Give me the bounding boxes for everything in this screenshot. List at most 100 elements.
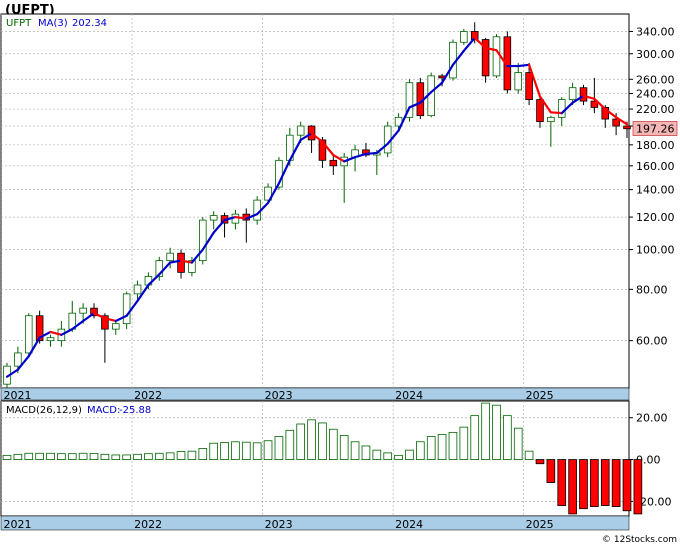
ma-line-segment xyxy=(147,273,161,287)
macd-bar xyxy=(89,453,99,460)
macd-bar xyxy=(154,452,164,460)
macd-x-tick-label: 2021 xyxy=(4,518,32,531)
price-y-tick-label: 160.00 xyxy=(636,160,675,173)
macd-bar xyxy=(416,441,425,460)
price-y-tick-label: 260.00 xyxy=(636,73,675,86)
candle-body xyxy=(155,260,164,277)
macd-legend-label: MACD(26,12,9) xyxy=(6,405,82,416)
ma-line-segment xyxy=(234,215,248,220)
macd-bar xyxy=(383,452,393,460)
ma-line-segment xyxy=(528,63,542,98)
macd-bar xyxy=(492,404,501,460)
ma-line-segment xyxy=(408,101,422,109)
ma-line-segment xyxy=(212,218,226,234)
macd-x-tick-label: 2023 xyxy=(265,518,293,531)
macd-bar xyxy=(100,453,110,460)
price-y-tick-label: 120.00 xyxy=(636,211,675,224)
macd-bar xyxy=(568,459,577,515)
macd-y-tick-label: -20.00 xyxy=(636,495,671,508)
macd-bar xyxy=(546,459,556,483)
macd-bar xyxy=(579,459,588,510)
ma-line-segment xyxy=(158,261,172,276)
ma-line-segment xyxy=(277,159,291,185)
ma-line-segment xyxy=(125,299,139,317)
ma-line-segment xyxy=(375,142,389,155)
macd-bar xyxy=(24,452,34,460)
ma-line-segment xyxy=(560,101,574,115)
ma-line-segment xyxy=(495,49,509,68)
macd-bar xyxy=(220,441,229,460)
ma-line-segment xyxy=(343,156,357,163)
ma-line-segment xyxy=(16,355,30,371)
macd-bar xyxy=(426,436,436,460)
ma-line-segment xyxy=(364,151,378,156)
macd-x-tick-label: 2025 xyxy=(526,518,554,531)
ma-line-segment xyxy=(353,152,368,159)
ma-line-segment xyxy=(201,231,215,251)
macd-bar xyxy=(176,451,186,460)
ma-line-segment xyxy=(397,106,411,132)
ma-line-segment xyxy=(38,330,52,339)
price-y-tick-label: 100.00 xyxy=(636,244,675,257)
candle-body xyxy=(601,107,610,120)
candle-body xyxy=(568,87,577,100)
macd-bar xyxy=(263,440,273,460)
macd-x-tick-label: 2024 xyxy=(395,518,423,531)
ma-line-segment xyxy=(451,49,465,66)
macd-bar xyxy=(67,453,77,460)
candle-body xyxy=(177,252,185,273)
ma-line-segment xyxy=(169,259,183,264)
candle-body xyxy=(122,293,131,325)
macd-bar xyxy=(46,452,55,460)
macd-bar xyxy=(57,453,66,460)
ma-line-segment xyxy=(5,368,19,378)
ma-line-segment xyxy=(103,317,117,323)
macd-bar xyxy=(437,434,447,460)
macd-bar xyxy=(394,454,403,460)
ma-line-segment xyxy=(299,132,313,142)
price-y-tick-label: 140.00 xyxy=(636,184,675,197)
candle-body xyxy=(253,199,261,221)
macd-bar xyxy=(296,423,306,460)
price-plot-frame xyxy=(0,13,630,389)
price-legend-symbol: UFPT xyxy=(6,18,32,29)
candle-body xyxy=(481,39,490,77)
ma-line-segment xyxy=(473,36,487,50)
price-x-axis-band xyxy=(0,387,630,401)
macd-bar xyxy=(405,449,414,460)
x-tick-label: 2024 xyxy=(395,389,423,402)
ma-line-segment xyxy=(190,248,204,264)
macd-bar xyxy=(328,428,338,460)
candle-body xyxy=(612,118,620,127)
candle-body xyxy=(79,307,87,314)
candle-body xyxy=(35,315,44,342)
ma-line-segment xyxy=(321,140,335,157)
price-y-tick-label: 220.00 xyxy=(636,103,675,116)
candle-body xyxy=(14,352,22,367)
macd-bar xyxy=(285,429,295,460)
candle-body xyxy=(547,116,555,123)
macd-bar xyxy=(252,442,262,460)
last-price-label: 197.26 xyxy=(636,123,675,136)
last-price-tag xyxy=(632,121,678,136)
price-legend-ma-value: 202.34 xyxy=(72,18,107,29)
price-y-tick-label: 340.00 xyxy=(636,25,675,38)
ma-line-segment xyxy=(517,63,531,68)
candle-body xyxy=(579,87,588,102)
x-tick-label: 2023 xyxy=(265,389,293,402)
ma-line-segment xyxy=(571,94,585,104)
candle-body xyxy=(557,99,566,118)
ma-line-segment xyxy=(538,95,552,114)
ma-line-segment xyxy=(223,215,237,222)
price-y-tick-label: 240.00 xyxy=(636,88,675,101)
macd-bar xyxy=(557,459,567,506)
ma-line-segment xyxy=(245,213,259,220)
macd-bar xyxy=(78,452,88,460)
ma-line-segment xyxy=(332,153,346,163)
price-legend-ma-label: MA(3) xyxy=(38,18,68,29)
ma-line-segment xyxy=(288,138,302,162)
candle-body xyxy=(209,215,218,221)
macd-bar xyxy=(2,454,12,460)
